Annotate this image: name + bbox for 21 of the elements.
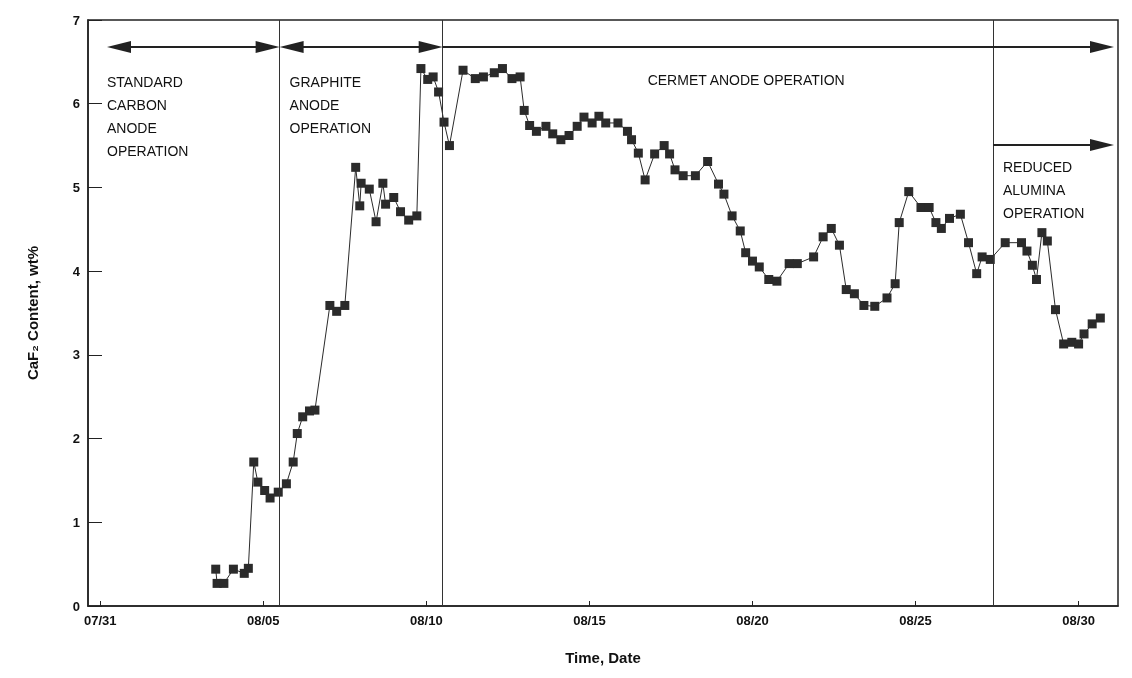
y-tick-label: 7	[72, 12, 80, 28]
x-axis-title: Time, Date	[565, 649, 641, 666]
y-tick-label: 6	[72, 96, 80, 112]
annotation: STANDARD CARBON ANODE OPERATION	[107, 73, 189, 159]
annotation: GRAPHITE ANODE OPERATION	[289, 73, 372, 136]
y-tick-label: 0	[72, 598, 80, 614]
x-tick-label: 08/30	[1062, 613, 1095, 628]
x-tick-label: 08/15	[573, 613, 606, 628]
annotation: CERMET ANODE OPERATION	[647, 71, 845, 88]
x-tick-label: 08/10	[410, 613, 443, 628]
x-tick-label: 08/20	[736, 613, 769, 628]
y-tick-label: 4	[72, 263, 81, 279]
y-tick-label: 2	[72, 431, 80, 447]
y-axis-title: CaF₂ Content, wt%	[24, 245, 41, 381]
x-tick-label: 07/31	[83, 613, 117, 628]
y-tick-label: 3	[72, 347, 80, 363]
y-tick-label: 5	[72, 179, 80, 195]
x-tick-label: 08/05	[247, 613, 280, 628]
annotation: REDUCED ALUMINA OPERATION	[1002, 158, 1085, 221]
y-tick-label: 1	[72, 514, 80, 530]
x-tick-label: 08/25	[899, 613, 932, 628]
